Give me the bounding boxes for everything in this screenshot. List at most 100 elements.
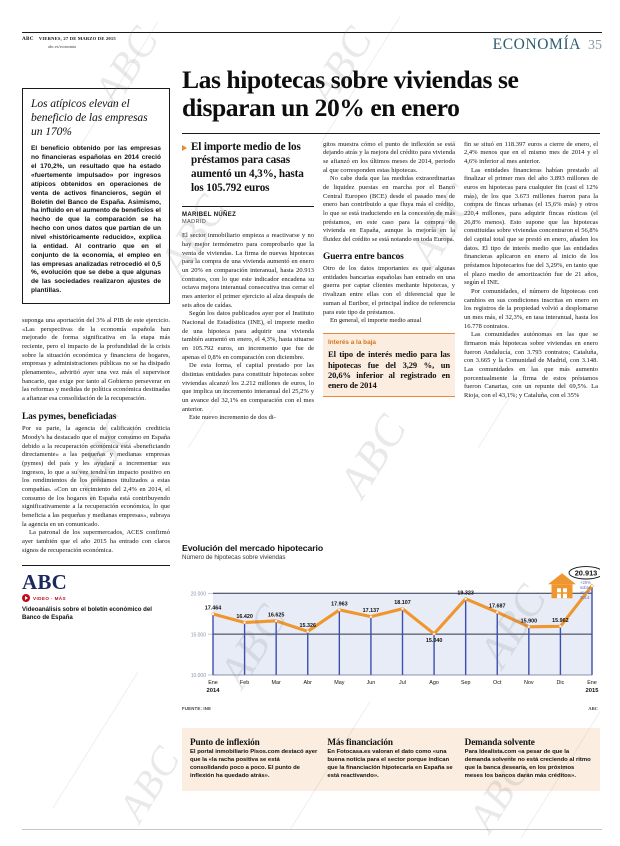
- rail-paragraph: Por su parte, la agencia de calificación…: [22, 425, 170, 528]
- x-axis-tick-label: Dic: [557, 680, 565, 686]
- article-subsection-heading: Guerra entre bancos: [323, 251, 404, 262]
- chart-value-label: 15.962: [552, 618, 569, 624]
- chart-canvas: 10.000 15.000 20.000 17.464 16.420 16.625 15.3…: [182, 563, 604, 711]
- rail-text: suponga una aportación del 3% al PIB de …: [22, 317, 170, 555]
- chart-title: Evolución del mercado hipotecario: [182, 543, 324, 553]
- promo-caption: Videoanálisis sobre el boletín económico…: [22, 606, 152, 622]
- lead-column: El importe medio de los préstamos para c…: [182, 141, 314, 423]
- chart-value-label: 17.687: [489, 604, 506, 610]
- chart-value-label: 17.963: [331, 601, 348, 607]
- section-title: ECONOMÍA: [492, 36, 581, 53]
- article-paragraph: El sector inmobiliario empieza a reactiv…: [182, 232, 314, 309]
- promo-logo: ABC: [22, 570, 67, 595]
- rail-paragraph: La patronal de los supermercados, ACES c…: [22, 529, 170, 554]
- byline: MARIBEL NÚÑEZ MADRID: [182, 206, 314, 225]
- chart-data-point: [527, 625, 530, 628]
- left-rail: Los atípicos elevan el beneficio de las …: [22, 88, 170, 622]
- article-column-3: fin se situó en 118.397 euros a cierre d…: [464, 141, 598, 423]
- x-axis-tick-label: Ago: [429, 680, 439, 686]
- chart-data-point: [496, 611, 499, 614]
- x-axis-tick-label: Mar: [272, 680, 281, 686]
- highlight-box-title: Demanda solvente: [464, 737, 535, 747]
- mortgage-evolution-chart: 10.000 15.000 20.000 17.464 16.420 16.625 15.3…: [191, 566, 604, 694]
- promo-block[interactable]: ABC VIDEO · MÁS Videoanálisis sobre el b…: [22, 565, 170, 622]
- x-axis-tick-label: May: [334, 680, 344, 686]
- callout-note-line: 2014: [580, 595, 590, 600]
- footer-rule: [22, 829, 602, 830]
- chart-value-label: 16.420: [236, 614, 253, 620]
- highlight-box: Demanda solvente Para Idealista.com «a p…: [465, 737, 592, 781]
- page-number: 35: [588, 38, 602, 53]
- promo-badge[interactable]: VIDEO · MÁS: [22, 594, 170, 603]
- x-axis-tick-label: Oct: [493, 680, 502, 686]
- x-axis-tick-label: Ene: [208, 680, 218, 686]
- article-paragraph: Las comunidades autónomas en las que se …: [464, 331, 598, 400]
- chart-subtitle: Número de hipotecas sobre viviendas: [182, 554, 286, 561]
- play-icon: [22, 594, 30, 603]
- masthead: ABC VIERNES, 27 DE MARZO DE 2015 abc.es/…: [22, 32, 602, 56]
- article-paragraph: Las entidades financieras habían prestad…: [464, 166, 598, 287]
- pull-quote-kicker: Interés a la baja: [328, 338, 376, 346]
- chart-data-point: [432, 632, 436, 635]
- main-article: Las hipotecas sobre viviendas se dispara…: [182, 66, 600, 423]
- chart-data-point: [306, 630, 309, 633]
- article-paragraph: Por comunidades, el número de hipotecas …: [464, 287, 598, 330]
- brief-title: Los atípicos elevan el beneficio de las …: [31, 97, 148, 138]
- chart-data-point: [401, 607, 404, 610]
- highlight-box-title: Más financiación: [327, 737, 393, 747]
- masthead-date: VIERNES, 27 DE MARZO DE 2015: [38, 36, 116, 41]
- highlight-box-text: En Fotocasa.es valoran el dato como «una…: [327, 749, 453, 779]
- chart-data-point: [559, 625, 562, 628]
- article-subhead: El importe medio de los préstamos para c…: [182, 141, 314, 196]
- article-paragraph: De esta forma, el capital prestado por l…: [182, 362, 314, 413]
- chart-block: Evolución del mercado hipotecario Número…: [182, 543, 604, 715]
- callout-note-line: +20%: [580, 580, 591, 585]
- chart-value-label: 17.464: [205, 605, 222, 611]
- article-paragraph: gitos muestra cómo el punto de inflexión…: [323, 140, 455, 174]
- x-axis-tick-label: Jun: [367, 680, 376, 686]
- chart-data-point: [464, 597, 467, 600]
- highlight-box-text: El portal inmobiliario Pisos.com destacó…: [190, 749, 318, 779]
- chart-data-point: [211, 612, 215, 616]
- masthead-brand: ABC: [22, 36, 34, 42]
- article-paragraph: Según los datos publicados ayer por el I…: [182, 310, 314, 361]
- lead-row: El importe medio de los préstamos para c…: [182, 141, 600, 423]
- article-paragraph: fin se situó en 118.397 euros a cierre d…: [464, 140, 598, 165]
- x-axis-tick-label: Ene: [587, 680, 597, 686]
- brief-body: El beneficio obtenido por las empresas n…: [31, 145, 161, 295]
- chart-value-label: 16.625: [268, 612, 285, 618]
- chart-value-label: 19.323: [457, 590, 474, 596]
- article-headline: Las hipotecas sobre viviendas se dispara…: [182, 65, 519, 122]
- highlight-box: Más financiación En Fotocasa.es valoran …: [327, 737, 454, 781]
- x-axis-year-start: 2014: [207, 688, 221, 694]
- callout-value: 20.913: [575, 568, 598, 577]
- x-axis-year-end: 2015: [586, 688, 600, 694]
- x-axis-tick-label: Jul: [399, 680, 406, 686]
- chart-value-label: 15.900: [521, 618, 538, 624]
- article-column-1: El sector inmobiliario empieza a reactiv…: [182, 232, 314, 423]
- x-axis-tick-label: Sep: [461, 680, 471, 686]
- callout-note-line: sobre: [580, 585, 591, 590]
- promo-badge-label: VIDEO · MÁS: [33, 595, 66, 601]
- chart-value-label: 15.326: [300, 623, 317, 629]
- y-axis-tick-label: 15.000: [191, 632, 207, 638]
- chart-value-label: 18.107: [394, 600, 411, 606]
- highlight-box-text: Para Idealista.com «a pesar de que la de…: [464, 749, 591, 779]
- article-paragraph: No cabe duda que las medidas extraordina…: [323, 175, 455, 243]
- headline-rule: [182, 132, 600, 134]
- article-subhead-text: El importe medio de los préstamos para c…: [191, 140, 304, 194]
- byline-author: MARIBEL NÚÑEZ: [182, 212, 237, 219]
- masthead-left: ABC VIERNES, 27 DE MARZO DE 2015 abc.es/…: [22, 36, 116, 49]
- rail-subhead: Las pymes, beneficiadas: [22, 411, 117, 422]
- masthead-right: ECONOMÍA 35: [493, 36, 602, 54]
- article-column-2: gitos muestra cómo el punto de inflexión…: [323, 141, 455, 423]
- byline-location: MADRID: [182, 219, 207, 226]
- rail-paragraph: suponga una aportación del 3% al PIB de …: [22, 316, 170, 402]
- article-paragraph: Este nuevo incremento de dos di-: [189, 414, 276, 422]
- triangle-bullet-icon: [182, 144, 187, 151]
- highlight-box: Punto de inflexión El portal inmobiliari…: [190, 737, 317, 781]
- chart-data-point: [590, 584, 594, 587]
- article-paragraph: Otro de los datos importantes es que alg…: [323, 265, 455, 316]
- chart-data-point: [369, 615, 373, 618]
- x-axis-tick-label: Feb: [240, 680, 249, 686]
